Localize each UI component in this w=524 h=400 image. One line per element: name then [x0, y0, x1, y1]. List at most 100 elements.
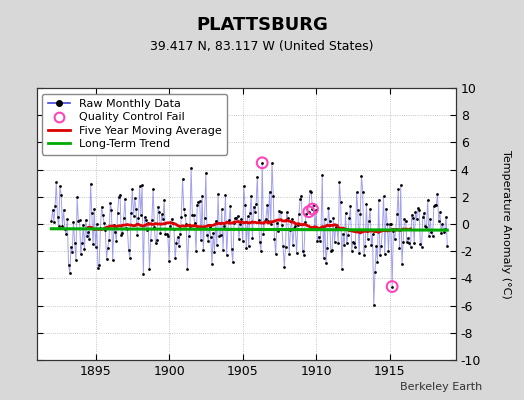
Point — [182, 220, 190, 227]
Point — [258, 160, 266, 166]
Point — [112, 238, 121, 244]
Point — [99, 212, 107, 218]
Point — [252, 200, 260, 207]
Point — [217, 206, 226, 212]
Point — [204, 237, 212, 244]
Point — [293, 222, 302, 229]
Point — [443, 243, 452, 249]
Point — [336, 199, 345, 205]
Point — [148, 216, 156, 223]
Point — [91, 244, 100, 250]
Point — [442, 213, 450, 220]
Point — [128, 186, 136, 192]
Point — [422, 224, 431, 230]
Point — [238, 237, 247, 244]
Point — [399, 238, 407, 245]
Point — [247, 193, 255, 199]
Point — [174, 243, 183, 249]
Point — [437, 230, 445, 236]
Point — [162, 231, 171, 238]
Point — [223, 252, 231, 258]
Point — [188, 212, 196, 218]
Point — [337, 265, 346, 272]
Point — [311, 226, 319, 232]
Point — [206, 234, 215, 240]
Point — [371, 269, 379, 275]
Point — [402, 239, 411, 245]
Point — [93, 220, 101, 227]
Point — [322, 260, 330, 266]
Point — [323, 244, 331, 251]
Point — [231, 215, 239, 221]
Point — [317, 226, 325, 232]
Point — [184, 233, 193, 240]
Point — [73, 194, 81, 201]
Point — [313, 238, 322, 244]
Point — [107, 206, 116, 213]
Point — [205, 224, 214, 230]
Point — [169, 220, 177, 226]
Point — [192, 248, 200, 254]
Point — [301, 219, 309, 226]
Point — [274, 228, 282, 234]
Point — [290, 225, 298, 231]
Point — [88, 210, 96, 216]
Point — [260, 217, 269, 224]
Point — [135, 183, 144, 190]
Point — [96, 225, 105, 232]
Point — [256, 239, 264, 245]
Point — [420, 210, 428, 216]
Point — [261, 215, 270, 222]
Point — [291, 223, 300, 229]
Point — [268, 160, 276, 166]
Point — [334, 240, 342, 246]
Point — [425, 233, 433, 240]
Point — [349, 238, 357, 245]
Point — [236, 220, 244, 227]
Point — [220, 223, 228, 230]
Point — [436, 209, 444, 216]
Point — [151, 240, 160, 246]
Legend: Raw Monthly Data, Quality Control Fail, Five Year Moving Average, Long-Term Tren: Raw Monthly Data, Quality Control Fail, … — [42, 94, 227, 155]
Point — [82, 217, 90, 224]
Point — [269, 193, 277, 200]
Point — [202, 169, 210, 176]
Point — [438, 221, 446, 227]
Point — [57, 192, 66, 198]
Point — [72, 256, 80, 263]
Point — [117, 232, 125, 238]
Point — [145, 266, 154, 273]
Point — [232, 215, 241, 221]
Point — [426, 216, 434, 222]
Point — [53, 214, 62, 220]
Point — [113, 210, 122, 216]
Point — [74, 218, 83, 224]
Point — [434, 218, 443, 224]
Point — [360, 252, 368, 258]
Point — [100, 220, 108, 226]
Point — [172, 239, 181, 246]
Point — [324, 204, 333, 211]
Point — [390, 236, 399, 242]
Point — [328, 247, 336, 254]
Point — [152, 237, 161, 244]
Point — [79, 222, 88, 228]
Point — [121, 196, 129, 202]
Point — [288, 216, 296, 222]
Point — [48, 207, 57, 213]
Point — [430, 203, 438, 210]
Point — [122, 225, 130, 231]
Point — [54, 222, 63, 229]
Point — [312, 207, 320, 214]
Point — [156, 230, 165, 236]
Point — [178, 176, 187, 182]
Point — [219, 246, 227, 253]
Point — [196, 237, 205, 243]
Point — [52, 179, 60, 186]
Point — [321, 216, 329, 223]
Point — [158, 211, 166, 218]
Point — [344, 232, 352, 238]
Point — [404, 234, 412, 241]
Point — [77, 251, 85, 258]
Point — [130, 195, 139, 202]
